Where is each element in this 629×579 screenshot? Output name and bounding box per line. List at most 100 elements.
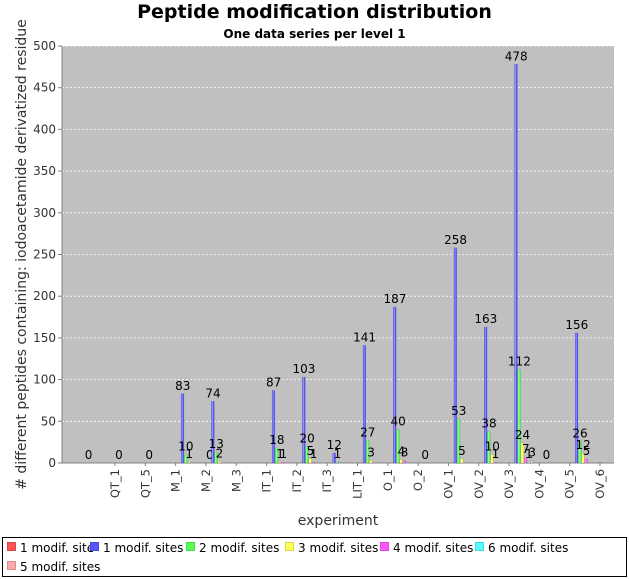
- y-tick-label: 200: [33, 289, 56, 303]
- data-label: 2: [216, 446, 224, 460]
- y-tick-label: 400: [33, 122, 56, 136]
- bar-highlight: [302, 377, 304, 463]
- data-label: 0: [421, 448, 429, 462]
- bar-highlight: [215, 452, 217, 463]
- y-tick-label: 450: [33, 81, 56, 95]
- x-tick-label: OV_5: [563, 469, 577, 499]
- data-label: 4: [398, 445, 406, 459]
- bar: [187, 461, 191, 464]
- y-axis-title: # different peptides containing: iodoace…: [14, 19, 30, 490]
- data-label: 1: [279, 447, 287, 461]
- data-label: 0: [115, 448, 123, 462]
- bar: [366, 440, 370, 464]
- bar-highlight: [363, 345, 365, 463]
- data-label: 5: [458, 444, 466, 458]
- bar: [527, 461, 531, 464]
- legend-swatch: [7, 542, 16, 551]
- bar-highlight: [306, 446, 307, 463]
- data-label: 12: [576, 438, 591, 452]
- data-label: 3: [401, 445, 409, 459]
- bar: [281, 461, 285, 464]
- legend-swatch: [380, 542, 389, 551]
- data-label: 3: [367, 445, 375, 459]
- bar-highlight: [531, 460, 532, 463]
- data-label: 141: [353, 330, 376, 344]
- data-label: 5: [583, 444, 591, 458]
- x-tick-label: O_1: [381, 469, 395, 491]
- data-label: 478: [505, 49, 528, 63]
- bar: [369, 460, 373, 464]
- bar-highlight: [582, 452, 583, 463]
- chart-subtitle: One data series per level 1: [223, 27, 406, 41]
- y-tick-label: 250: [33, 248, 56, 262]
- bar-highlight: [518, 369, 520, 463]
- bar: [305, 446, 309, 464]
- legend-label: 5 modif. sites: [20, 560, 101, 574]
- legend-item: 2 modif. sites: [186, 541, 279, 555]
- bar: [584, 458, 588, 464]
- legend-item: 6 modif. sites: [475, 541, 568, 555]
- legend-swatch: [90, 542, 99, 551]
- x-tick-label: OV_1: [441, 469, 455, 499]
- x-tick-label: IT_3: [320, 469, 334, 492]
- legend-label: 1 modif. site: [20, 541, 95, 555]
- x-tick-label: OV_6: [593, 469, 607, 499]
- data-label: 74: [205, 386, 220, 400]
- bar-highlight: [460, 458, 462, 463]
- legend-item: 5 modif. sites: [7, 560, 100, 574]
- bar-highlight: [212, 401, 213, 463]
- data-label: 0: [85, 448, 93, 462]
- legend-swatch: [475, 542, 484, 551]
- legend-label: 1 modif. sites: [103, 541, 184, 555]
- bar-highlight: [454, 247, 456, 463]
- x-tick-label: M_2: [199, 469, 213, 492]
- data-label: 0: [206, 448, 214, 462]
- data-label: 83: [175, 379, 190, 393]
- bar-highlight: [275, 447, 277, 463]
- bar-highlight: [575, 332, 577, 463]
- data-label: 26: [572, 426, 587, 440]
- bar: [180, 393, 185, 464]
- data-label: 1: [185, 447, 193, 461]
- bar-highlight: [521, 442, 523, 463]
- x-tick-label: OV_2: [472, 469, 486, 499]
- legend-swatch: [7, 561, 16, 570]
- legend-item: 1 modif. site: [7, 541, 94, 555]
- x-tick-label: M_1: [169, 469, 183, 492]
- chart-svg: 050100150200250300350400450500QT_10QT_50…: [14, 19, 614, 529]
- bar-highlight: [366, 440, 368, 463]
- bar: [335, 461, 339, 464]
- data-label: 27: [360, 425, 375, 439]
- x-tick-label: IT_1: [260, 469, 274, 492]
- bar: [332, 452, 336, 464]
- bar: [402, 460, 406, 464]
- bar: [211, 401, 215, 464]
- bar: [278, 461, 282, 464]
- bar-highlight: [393, 307, 395, 463]
- data-label: 10: [485, 440, 500, 454]
- bar-highlight: [181, 393, 183, 463]
- bar-highlight: [370, 460, 371, 463]
- bar: [520, 442, 524, 464]
- bar: [514, 64, 518, 464]
- bar-highlight: [279, 462, 280, 463]
- legend-swatch: [186, 542, 195, 551]
- bar-highlight: [403, 460, 405, 463]
- bar: [396, 429, 400, 464]
- y-tick-label: 350: [33, 164, 56, 178]
- x-tick-label: QT_1: [108, 469, 122, 498]
- data-label: 103: [293, 362, 316, 376]
- bar-highlight: [272, 390, 274, 463]
- data-label: 112: [508, 355, 531, 369]
- data-label: 156: [565, 318, 588, 332]
- bar-highlight: [488, 431, 489, 463]
- bar-highlight: [579, 441, 580, 463]
- x-tick-label: LIT_1: [351, 469, 365, 499]
- data-label: 40: [390, 415, 405, 429]
- data-label: 1: [525, 447, 533, 461]
- data-label: 258: [444, 233, 467, 247]
- x-tick-label: OV_4: [532, 469, 546, 499]
- bar: [460, 458, 464, 464]
- bar: [302, 376, 306, 464]
- legend-label: 6 modif. sites: [488, 541, 569, 555]
